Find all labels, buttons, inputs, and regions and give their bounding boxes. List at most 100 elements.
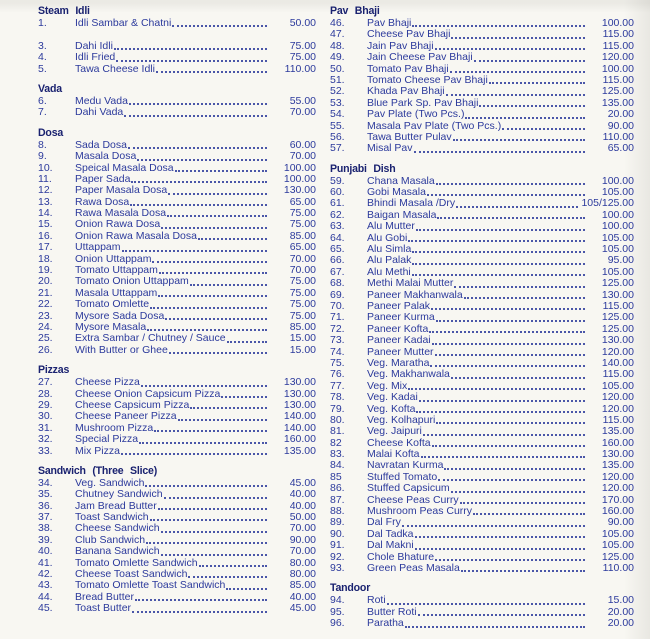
item-name: Sada Dosa <box>75 138 127 151</box>
dot-leader <box>116 59 267 62</box>
item-price: 115.00 <box>602 368 634 381</box>
item-name: Paneer Makhanwala <box>367 288 463 301</box>
menu-item-row: 49. Jain Cheese Pav Bhaji 120.00 <box>330 51 634 63</box>
item-number: 6. <box>38 94 47 107</box>
item-price: 105/125.00 <box>581 197 634 210</box>
menu-item-row: 8. Sada Dosa 60.00 <box>38 138 316 151</box>
menu-section: Steam Idli 1. Idli Sambar & Chatni 50.00 3. D… <box>38 5 316 75</box>
item-price: 130.00 <box>601 334 634 347</box>
dot-leader <box>415 228 585 231</box>
item-number: 59. <box>330 174 345 187</box>
item-name: Uttappam <box>75 241 121 254</box>
item-name: Masala Uttappam <box>75 286 158 299</box>
dot-leader <box>411 274 585 277</box>
item-number: 21. <box>38 286 53 299</box>
item-number: 60. <box>330 186 345 199</box>
item-number: 65. <box>330 243 345 256</box>
menu-item-row: 9. Masala Dosa 70.00 <box>38 150 316 162</box>
menu-item-row: 64. Alu Gobi 105.00 <box>330 232 634 244</box>
item-number: 53. <box>330 96 345 109</box>
item-number: 75. <box>330 356 345 369</box>
item-name: Green Peas Masala <box>367 561 460 574</box>
section-title: Pizzas <box>38 364 70 377</box>
item-name: Cheese Capsicum Pizza <box>75 398 190 411</box>
item-price: 15.00 <box>289 332 316 345</box>
item-price: 75.00 <box>289 298 316 311</box>
menu-item-row: 48. Jain Pav Bhaji 115.00 <box>330 40 634 52</box>
item-number: 11. <box>38 172 52 185</box>
menu-item-row: 50. Tomato Pav Bhaji 100.00 <box>330 63 634 75</box>
dot-leader <box>431 308 585 311</box>
item-price: 130.00 <box>283 398 316 411</box>
menu-item-row: 11. Paper Sada 100.00 <box>38 172 316 185</box>
item-name: Veg. Mix <box>367 379 408 392</box>
dot-leader <box>435 558 585 561</box>
item-name: Medu Vada <box>75 94 128 107</box>
dot-leader <box>226 587 267 590</box>
menu-item-row: 84. Navratan Kurma 135.00 <box>330 460 634 472</box>
item-name: Idli Sambar & Chatni <box>75 17 172 29</box>
item-number: 8. <box>38 138 47 151</box>
item-price: 160.00 <box>601 436 634 449</box>
item-name: Dal Makni <box>367 539 414 552</box>
item-number: 93. <box>330 561 345 574</box>
section-title: Pav Bhaji <box>330 5 380 17</box>
item-name: Cheese Pizza <box>75 376 140 389</box>
dot-leader <box>437 217 585 220</box>
dot-leader <box>190 407 267 410</box>
item-name: Baigan Masala <box>367 208 437 221</box>
dot-leader <box>473 513 585 516</box>
item-name: Butter Roti <box>367 605 417 618</box>
item-number: 89. <box>330 516 345 529</box>
dot-leader <box>127 147 267 150</box>
menu-item-row: 29. Cheese Capsicum Pizza 130.00 <box>38 398 316 411</box>
item-number: 1. <box>38 17 47 29</box>
menu-item-row: 12. Paper Masala Dosa 130.00 <box>38 184 316 197</box>
item-name: Masala Pav Plate (Two Pcs.) <box>367 119 502 132</box>
item-name: Extra Sambar / Chutney / Sauce <box>75 332 226 345</box>
item-number: 17. <box>38 241 53 254</box>
item-price: 135.00 <box>283 444 316 457</box>
dot-leader <box>430 365 585 368</box>
item-price: 65.00 <box>607 142 634 155</box>
item-price: 125.00 <box>601 322 634 335</box>
item-number: 77. <box>330 379 345 392</box>
menu-item-row: 17. Uttappam 65.00 <box>38 241 316 254</box>
item-name: Chole Bhature <box>367 550 435 563</box>
dot-leader <box>161 226 267 229</box>
item-number: 27. <box>38 376 53 389</box>
menu-item-row: 81. Veg. Jaipuri 135.00 <box>330 425 634 437</box>
item-name: Veg. Maratha <box>367 356 430 369</box>
item-number: 94. <box>330 594 345 607</box>
dot-leader <box>137 158 267 161</box>
dot-leader <box>408 388 585 391</box>
item-number: 66. <box>330 254 345 267</box>
menu-item-row: 38. Cheese Sandwich 70.00 <box>38 522 316 535</box>
dot-leader <box>431 445 585 448</box>
item-number: 33. <box>38 444 53 457</box>
item-name: Cheese Toast Sandwich <box>75 568 188 581</box>
menu-item-row: 69. Paneer Makhanwala 130.00 <box>330 288 634 301</box>
dot-leader <box>189 283 267 286</box>
item-price: 70.00 <box>289 522 316 535</box>
item-number: 18. <box>38 252 53 265</box>
dot-leader <box>434 353 585 356</box>
menu-item-row: 20. Tomato Onion Uttappam 75.00 <box>38 276 316 288</box>
item-name: Paratha <box>367 617 404 630</box>
dot-leader <box>502 127 585 130</box>
dot-leader <box>414 547 585 550</box>
item-price: 130.00 <box>283 184 316 197</box>
dot-leader <box>168 352 267 355</box>
item-name: Blue Park Sp. Pav Bhaji <box>367 96 479 109</box>
item-number: 55. <box>330 119 345 132</box>
section-title: Tandoor <box>330 582 371 595</box>
dot-leader <box>160 530 267 533</box>
item-name: Dal Fry <box>367 516 401 529</box>
item-name: Paper Masala Dosa <box>75 184 168 197</box>
item-number: 71. <box>330 311 345 324</box>
menu-item-row: 68. Methi Malai Mutter 125.00 <box>330 277 634 289</box>
item-name: Cheese Kofta <box>367 436 431 449</box>
menu-item-row: 60. Gobi Masala 105.00 <box>330 186 634 199</box>
dot-leader <box>146 542 267 545</box>
item-name: Paneer Palak <box>367 299 431 312</box>
